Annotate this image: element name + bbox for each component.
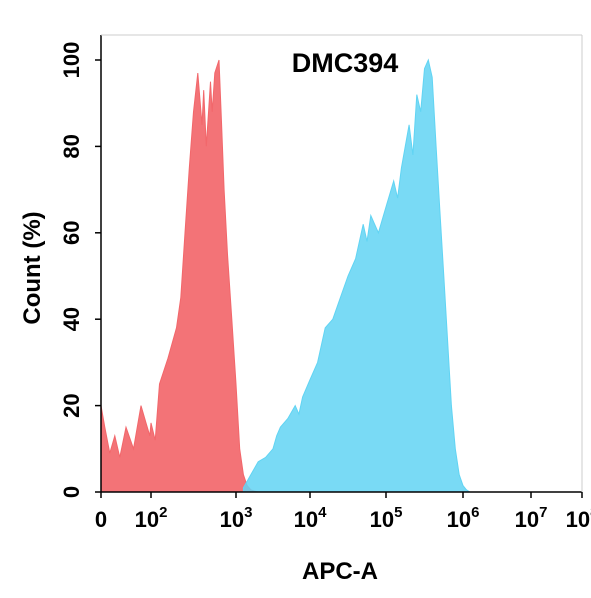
- x-tick-exponent: 7: [539, 504, 547, 521]
- x-tick-base: 0: [95, 507, 107, 532]
- axes: 0204060801000102103104105106107108: [59, 34, 591, 532]
- plot-area: [100, 58, 472, 493]
- chart-title: DMC394: [292, 48, 399, 78]
- y-tick-label: 60: [59, 221, 84, 245]
- series-2-area: [242, 58, 472, 493]
- x-tick-label: 103: [220, 504, 253, 532]
- x-tick-label: 105: [370, 504, 403, 532]
- x-tick-base: 10: [515, 507, 539, 532]
- series-1-area: [100, 59, 259, 493]
- x-tick-base: 10: [294, 507, 318, 532]
- y-tick-label: 20: [59, 393, 84, 417]
- x-tick-base: 10: [566, 507, 590, 532]
- x-tick-base: 10: [447, 507, 471, 532]
- x-tick-label: 104: [294, 504, 327, 532]
- x-tick-label: 102: [135, 504, 168, 532]
- x-tick-exponent: 2: [159, 504, 167, 521]
- x-tick-exponent: 5: [394, 504, 402, 521]
- x-tick-base: 10: [220, 507, 244, 532]
- x-tick-label: 107: [515, 504, 548, 532]
- y-axis-label: Count (%): [19, 211, 46, 324]
- y-tick-label: 0: [59, 486, 84, 498]
- y-tick-label: 40: [59, 307, 84, 331]
- y-tick-label: 100: [59, 42, 84, 79]
- y-tick-label: 80: [59, 134, 84, 158]
- x-tick-base: 10: [135, 507, 159, 532]
- x-tick-label: 108: [566, 504, 591, 532]
- x-tick-exponent: 4: [318, 504, 327, 521]
- x-axis-label: APC-A: [302, 558, 378, 585]
- x-tick-exponent: 3: [244, 504, 252, 521]
- x-tick-base: 10: [370, 507, 394, 532]
- x-tick-label: 0: [95, 507, 107, 532]
- x-tick-label: 106: [447, 504, 480, 532]
- x-tick-exponent: 6: [471, 504, 479, 521]
